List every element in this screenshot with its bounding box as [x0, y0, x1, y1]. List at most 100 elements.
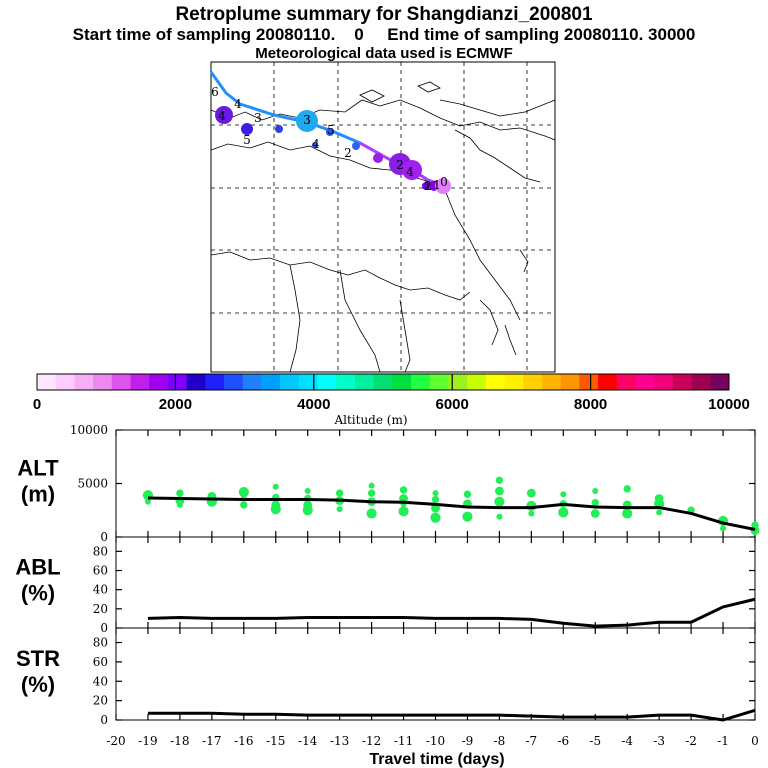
colorbar-swatch [55, 374, 75, 390]
x-axis-label: Travel time (days) [369, 751, 504, 768]
y-tick-label: 60 [93, 564, 108, 578]
colorbar-swatch [205, 374, 225, 390]
time-series-panels: 0500010000ALT(m)020406080ABL(%)020406080… [15, 423, 760, 768]
chart-title: Retroplume summary for Shangdianzi_20080… [175, 4, 593, 25]
scatter-point [144, 498, 151, 505]
scatter-point [272, 483, 279, 490]
x-tick-label: -13 [330, 734, 349, 748]
colorbar-swatch [261, 374, 281, 390]
colorbar-swatch [467, 374, 487, 390]
y-tick-label: 5000 [77, 477, 108, 491]
x-tick-label: -10 [426, 734, 445, 748]
colorbar-swatch [448, 374, 468, 390]
scatter-point [399, 494, 408, 503]
trajectory-marker [241, 123, 253, 135]
colorbar-swatch [429, 374, 449, 390]
scatter-point [526, 488, 536, 498]
colorbar-swatch [616, 374, 636, 390]
scatter-point [495, 476, 504, 484]
colorbar-tick-label: 2000 [159, 396, 192, 413]
trajectory-day-label: 2 [344, 146, 352, 160]
y-axis-label: ABL [15, 555, 60, 580]
x-tick-label: -3 [653, 734, 665, 748]
colorbar-swatch [74, 374, 94, 390]
scatter-point [558, 507, 569, 518]
x-tick-label: -5 [589, 734, 601, 748]
x-tick-label: -12 [362, 734, 381, 748]
series-line-abl [147, 597, 756, 628]
x-tick-label: -8 [494, 734, 506, 748]
scatter-point [336, 506, 343, 513]
trajectory-day-label: 5 [327, 123, 335, 137]
trajectory-day-label: 4 [218, 109, 226, 123]
colorbar-swatch [354, 374, 375, 390]
scatter-point [622, 508, 633, 519]
x-tick-label: -19 [138, 734, 157, 748]
trajectory-day-label: 0 [440, 175, 448, 189]
x-tick-label: -7 [525, 734, 537, 748]
scatter-point [751, 521, 759, 529]
trajectory-marker [373, 153, 383, 163]
trajectory-marker [435, 178, 451, 194]
colorbar-swatch [317, 374, 337, 390]
y-tick-label: 20 [93, 602, 108, 616]
colorbar-swatch [149, 374, 169, 390]
trajectory-day-label: 6 [211, 85, 219, 99]
colorbar-swatch [373, 374, 393, 390]
colorbar-swatch [336, 374, 356, 390]
scatter-point [367, 489, 376, 497]
colorbar-swatch [485, 374, 505, 390]
scatter-point [720, 525, 727, 532]
y-axis-label: (%) [21, 581, 55, 606]
trajectory-day-label: 5 [243, 133, 251, 147]
colorbar-swatch [130, 374, 150, 390]
y-tick-label: 20 [93, 694, 108, 708]
trajectory-day-label: 3 [303, 113, 311, 127]
scatter-point [654, 494, 664, 503]
colorbar-swatch [560, 374, 580, 390]
scatter-point [398, 506, 409, 517]
colorbar-swatch [37, 374, 57, 390]
colorbar-swatch [242, 374, 262, 390]
colorbar-tick-label: 0 [33, 396, 41, 413]
y-tick-label: 80 [93, 636, 108, 650]
scatter-point [366, 508, 377, 519]
panel-alt: 0 5000 10000 ALT(m) [17, 423, 760, 544]
map-frame [210, 61, 556, 373]
x-tick-label: -9 [462, 734, 474, 748]
colorbar-swatch [186, 374, 206, 390]
colorbar-swatch [654, 374, 674, 390]
scatter-point [302, 505, 313, 516]
scatter-point [176, 489, 184, 497]
scatter-point [240, 501, 248, 509]
colorbar-tick-label: 8000 [574, 396, 607, 413]
scatter-point [431, 495, 440, 504]
scatter-point [399, 486, 408, 494]
scatter-point [238, 486, 249, 498]
x-tick-label: -15 [266, 734, 285, 748]
trajectory-marker [275, 125, 283, 133]
trajectory-day-label: 4 [234, 97, 242, 111]
colorbar-swatch [691, 374, 711, 390]
trajectory-day-label: 1 [424, 179, 432, 193]
colorbar-swatch [541, 374, 562, 390]
scatter-point [494, 496, 505, 507]
y-tick-label: 80 [93, 544, 108, 558]
trajectory-marker [402, 160, 422, 180]
y-tick-label: 40 [93, 674, 108, 688]
trajectory-day-label: 4 [312, 137, 320, 151]
colorbar-tick-labels: 0 2000 4000 6000 8000 10000 [33, 396, 750, 413]
colorbar-tick-label: 10000 [708, 396, 750, 413]
trajectory-day-label: 4 [406, 165, 414, 179]
colorbar-swatch [280, 374, 300, 390]
scatter-point [462, 511, 473, 522]
colorbar-swatch [111, 374, 131, 390]
x-tick-label: -11 [394, 734, 413, 748]
y-tick-label: 0 [100, 530, 108, 544]
scatter-point [270, 504, 281, 515]
scatter-point [528, 510, 535, 517]
scatter-point [496, 513, 503, 520]
